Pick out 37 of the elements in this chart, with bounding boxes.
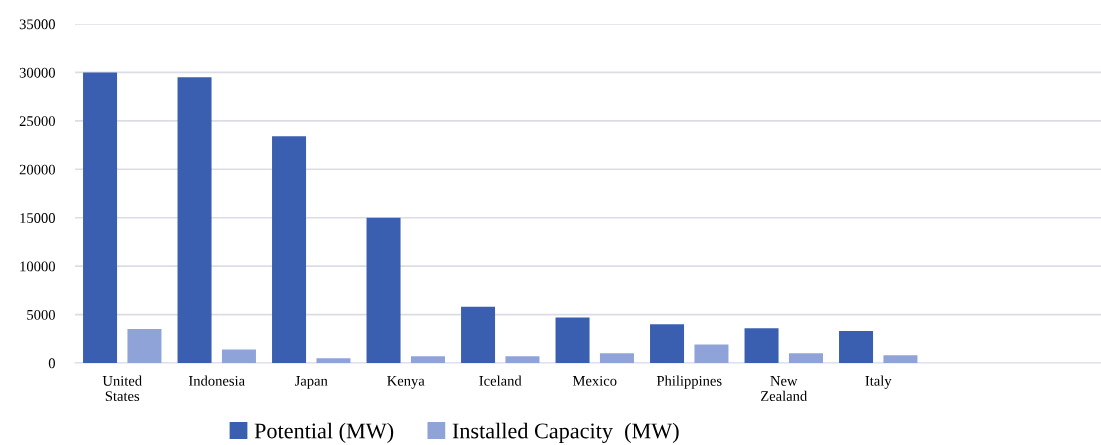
bar <box>221 349 256 363</box>
bar <box>83 72 118 363</box>
bar <box>883 355 918 363</box>
bar <box>461 306 496 363</box>
bar <box>694 344 729 363</box>
x-tick-label: Japan <box>294 376 328 389</box>
y-tick-label: 5000 <box>27 309 55 320</box>
legend-label: Potential (MW) <box>254 422 394 443</box>
bar <box>272 136 307 363</box>
bar <box>788 353 823 363</box>
bar <box>555 317 590 363</box>
y-tick-label: 25000 <box>19 116 55 127</box>
bar <box>650 324 685 363</box>
bar <box>316 358 351 363</box>
y-tick-label: 0 <box>48 358 55 369</box>
bar <box>177 77 212 363</box>
y-tick-label: 30000 <box>19 67 55 78</box>
x-tick-label: Philippines <box>656 375 722 389</box>
x-tick-label: Kenya <box>387 376 425 389</box>
y-tick-label: 10000 <box>20 261 55 272</box>
bar <box>366 217 401 363</box>
x-tick-label: New Zealand <box>760 376 808 402</box>
x-tick-label: United States <box>102 375 142 402</box>
y-tick-label: 35000 <box>19 19 55 30</box>
bar <box>599 353 634 363</box>
x-tick-label: Iceland <box>479 375 522 386</box>
x-tick-label: Italy <box>865 375 892 389</box>
y-tick-label: 15000 <box>20 213 55 223</box>
y-tick-label: 20000 <box>19 164 55 175</box>
bar <box>505 356 540 363</box>
x-tick-label: Indonesia <box>188 375 245 386</box>
x-tick-label: Mexico <box>572 375 617 386</box>
bar <box>410 356 445 363</box>
bar <box>839 331 874 363</box>
legend-label: Installed Capacity (MW) <box>452 422 679 443</box>
bar <box>744 328 779 363</box>
bar <box>127 329 162 363</box>
